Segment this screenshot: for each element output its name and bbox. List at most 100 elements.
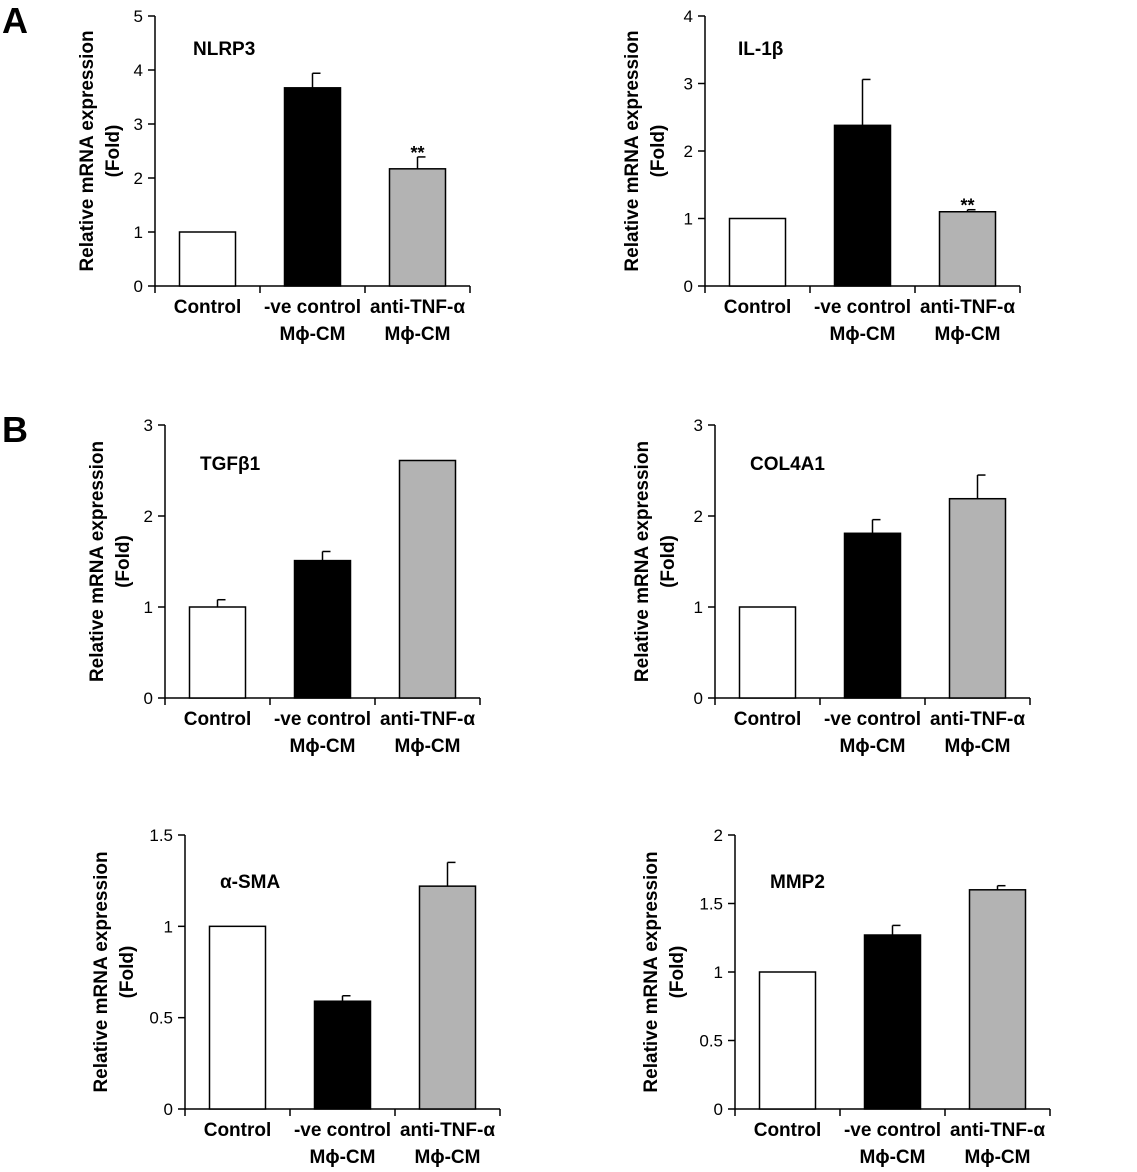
y-axis-title: Relative mRNA expression [622, 30, 643, 271]
y-tick-label: 4 [134, 61, 143, 80]
y-tick-label: 5 [134, 7, 143, 26]
bar-0 [188, 606, 247, 699]
y-axis-title: Relative mRNA expression [77, 30, 98, 271]
y-tick-label: 1 [164, 917, 173, 936]
panel-label-b: B [2, 409, 28, 450]
chart-3: 0 1 2 3 Control -ve control Mϕ-CM anti-TNF-α Mϕ-… [632, 416, 1031, 757]
chart-4: 0 0.5 1 1.5 Control -ve control Mϕ-CM anti-TNF-… [91, 826, 501, 1168]
y-tick-label: 0 [684, 277, 693, 296]
category-label: -ve control [294, 1120, 391, 1141]
category-label-line2: Mϕ-CM [830, 324, 896, 345]
bar-2 [418, 885, 477, 1110]
category-label-line2: Mϕ-CM [310, 1147, 376, 1168]
y-tick-label: 1.5 [699, 895, 723, 914]
bar-2 [968, 889, 1027, 1110]
chart-2: 0 1 2 3 Control -ve control Mϕ-CM anti-TNF-α Mϕ-… [87, 416, 481, 757]
category-label-line2: Mϕ-CM [280, 324, 346, 345]
category-label: -ve control [844, 1120, 941, 1141]
category-label: Control [184, 709, 252, 730]
y-axis-title-line2: (Fold) [117, 946, 138, 999]
category-label-line2: Mϕ-CM [290, 736, 356, 757]
y-tick-label: 0.5 [149, 1009, 173, 1028]
category-label-line2: Mϕ-CM [415, 1147, 481, 1168]
bar-0 [208, 925, 267, 1110]
category-label-line2: Mϕ-CM [840, 736, 906, 757]
y-axis-title-line2: (Fold) [658, 535, 679, 588]
bar-2 [948, 497, 1007, 699]
category-label: -ve control [274, 709, 371, 730]
bar-chart-panels: 0 1 2 3 4 5 Control -ve control Mϕ-CM ** anti-TNF-… [77, 7, 1051, 1168]
category-label: Control [724, 297, 792, 318]
y-tick-label: 0 [134, 277, 143, 296]
category-label-line2: Mϕ-CM [395, 736, 461, 757]
significance-marker: ** [410, 143, 424, 163]
category-label: anti-TNF-α [380, 709, 475, 730]
y-tick-label: 1 [714, 963, 723, 982]
chart-5: 0 0.5 1 1.5 2 Control -ve control Mϕ-CM anti-TNF… [641, 826, 1051, 1168]
category-label-line2: Mϕ-CM [385, 324, 451, 345]
y-tick-label: 0 [714, 1100, 723, 1119]
chart-0: 0 1 2 3 4 5 Control -ve control Mϕ-CM ** anti-TNF-… [77, 7, 471, 345]
category-label: anti-TNF-α [920, 297, 1015, 318]
category-label-line2: Mϕ-CM [945, 736, 1011, 757]
chart-title: TGFβ1 [200, 454, 261, 475]
category-label: Control [204, 1120, 272, 1141]
y-tick-label: 2 [694, 507, 703, 526]
chart-title: COL4A1 [750, 454, 825, 475]
category-label: -ve control [814, 297, 911, 318]
y-tick-label: 1 [684, 210, 693, 229]
bar-1 [863, 934, 922, 1110]
y-tick-label: 3 [134, 115, 143, 134]
y-tick-label: 2 [144, 507, 153, 526]
y-tick-label: 1.5 [149, 826, 173, 845]
category-label: anti-TNF-α [930, 709, 1025, 730]
significance-marker: ** [960, 196, 974, 216]
y-tick-label: 2 [134, 169, 143, 188]
y-axis-title-line2: (Fold) [667, 946, 688, 999]
bar-2 [398, 459, 457, 699]
bar-0 [758, 971, 817, 1110]
y-tick-label: 1 [134, 223, 143, 242]
y-axis-title: Relative mRNA expression [632, 441, 653, 682]
category-label: anti-TNF-α [370, 297, 465, 318]
category-label: Control [174, 297, 242, 318]
chart-title: NLRP3 [193, 39, 255, 60]
y-tick-label: 4 [684, 7, 693, 26]
y-tick-label: 2 [714, 826, 723, 845]
y-tick-label: 1 [144, 598, 153, 617]
y-tick-label: 3 [684, 75, 693, 94]
chart-title: α-SMA [220, 872, 281, 893]
category-label: -ve control [264, 297, 361, 318]
category-label: Control [734, 709, 802, 730]
y-tick-label: 0 [144, 689, 153, 708]
category-label: anti-TNF-α [950, 1120, 1045, 1141]
y-axis-title: Relative mRNA expression [87, 441, 108, 682]
y-axis-title-line2: (Fold) [113, 535, 134, 588]
category-label: -ve control [824, 709, 921, 730]
category-label: Control [754, 1120, 822, 1141]
y-axis-title: Relative mRNA expression [91, 851, 112, 1092]
category-label-line2: Mϕ-CM [935, 324, 1001, 345]
bar-0 [738, 606, 797, 699]
y-axis-title-line2: (Fold) [648, 125, 669, 178]
bar-1 [313, 1000, 372, 1110]
chart-title: IL-1β [738, 39, 783, 60]
bar-1 [843, 532, 902, 699]
bar-0 [178, 231, 237, 287]
bar-1 [293, 559, 352, 699]
y-tick-label: 2 [684, 142, 693, 161]
chart-1: 0 1 2 3 4 Control -ve control Mϕ-CM ** anti-TNF-α… [622, 7, 1021, 345]
category-label: anti-TNF-α [400, 1120, 495, 1141]
chart-title: MMP2 [770, 872, 825, 893]
y-axis-title: Relative mRNA expression [641, 851, 662, 1092]
bar-1 [833, 124, 892, 287]
panel-label-a: A [2, 0, 28, 41]
y-tick-label: 0 [164, 1100, 173, 1119]
y-tick-label: 0.5 [699, 1032, 723, 1051]
y-axis-title-line2: (Fold) [103, 125, 124, 178]
y-tick-label: 3 [144, 416, 153, 435]
y-tick-label: 3 [694, 416, 703, 435]
category-label-line2: Mϕ-CM [965, 1147, 1031, 1168]
y-tick-label: 1 [694, 598, 703, 617]
